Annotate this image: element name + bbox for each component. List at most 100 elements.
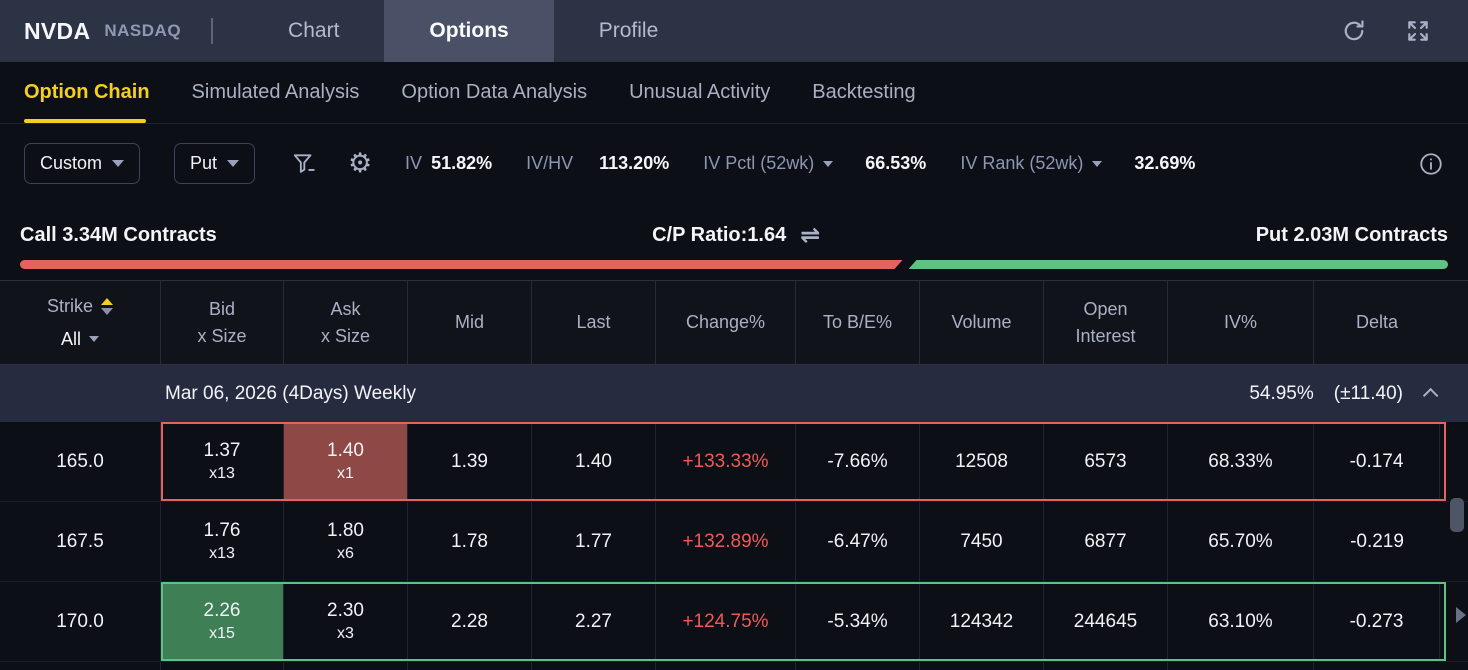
cell-strike[interactable]: 170.0 [0,582,161,661]
table-row[interactable]: 167.5 1.76 x13 1.80 x6 1.78 1.77 +132.89% -6.47%… [0,502,1468,582]
cell [656,662,796,670]
cell-to-be[interactable]: -6.47% [796,502,920,581]
column-header-change-[interactable]: Change% [656,281,796,364]
column-header-bid[interactable]: Bid x Size [161,281,284,364]
cell-mid[interactable]: 1.39 [408,422,532,501]
strike-filter-select[interactable]: All [61,326,99,352]
cell-open-interest[interactable]: 6877 [1044,502,1168,581]
cell-volume[interactable]: 124342 [920,582,1044,661]
table-row[interactable]: 170.0 2.26 x15 2.30 x3 2.28 2.27 +124.75% -5.34%… [0,582,1468,662]
info-icon[interactable] [1416,149,1446,179]
expiration-label: Mar 06, 2026 (4Days) Weekly [165,382,416,404]
strike-range-select[interactable]: Custom [24,143,141,184]
cell-ask[interactable]: 1.40 x1 [284,422,408,501]
collapse-chevron-icon[interactable] [1422,387,1439,404]
subtab-unusual-activity[interactable]: Unusual Activity [629,62,770,123]
subtab-label: Option Data Analysis [401,81,588,103]
call-contracts-label: Call 3.34M Contracts [20,223,217,246]
expiration-group-row[interactable]: Mar 06, 2026 (4Days) Weekly 54.95% (±11.… [0,365,1468,422]
cell-iv[interactable]: 68.33% [1168,422,1314,501]
cell-volume[interactable]: 12508 [920,422,1044,501]
cell [161,662,284,670]
cell-delta[interactable]: -0.273 [1314,582,1440,661]
column-header-delta[interactable]: Delta [1355,312,1399,333]
tab-options[interactable]: Options [384,0,554,62]
subtab-simulated-analysis[interactable]: Simulated Analysis [192,62,360,123]
topbar-tabs: Chart Options Profile [243,0,703,62]
cell-bid[interactable]: 1.76 x13 [161,502,284,581]
vertical-scrollbar-thumb[interactable] [1450,498,1464,532]
cell-iv[interactable]: 65.70% [1168,502,1314,581]
cell-bid[interactable]: 2.26 x15 [161,582,284,661]
cell-ask[interactable]: 2.30 x3 [284,582,408,661]
column-header-mid[interactable]: Mid [408,281,532,364]
table-row[interactable]: 165.0 1.37 x13 1.40 x1 1.39 1.40 +133.33% -7.66%… [0,422,1468,502]
column-header-open[interactable]: Open Interest [1044,281,1168,364]
cell-open-interest[interactable]: 6573 [1044,422,1168,501]
cell [796,662,920,670]
cell-to-be[interactable]: -5.34% [796,582,920,661]
call-put-ratio-section: Call 3.34M Contracts C/P Ratio:1.64 ⇌ Pu… [0,203,1468,269]
swap-icon[interactable]: ⇌ [800,221,821,249]
cell-volume[interactable]: 7450 [920,502,1044,581]
column-header-iv-[interactable]: IV% [1168,281,1314,364]
filter-icon[interactable] [289,149,319,179]
strike-filter-value: All [60,328,81,349]
cell-mid[interactable]: 2.28 [408,582,532,661]
cell-delta[interactable]: -0.174 [1314,422,1440,501]
tab-profile[interactable]: Profile [598,19,659,42]
subtab-backtesting[interactable]: Backtesting [812,62,915,123]
stat-iv: IV 51.82% [405,153,492,174]
cell-last[interactable]: 1.40 [532,422,656,501]
cell-mid[interactable]: 1.78 [408,502,532,581]
cell-ask[interactable]: 1.80 x6 [284,502,408,581]
stat-iv-hv: IV/HV 113.20% [526,153,669,174]
stat-value: 51.82% [431,153,493,173]
cell-change[interactable]: +132.89% [656,502,796,581]
call-put-ratio-bar [20,260,1448,269]
options-subtabs: Option Chain Simulated Analysis Option D… [0,62,1468,124]
ticker-symbol: NVDA [24,17,91,44]
subtab-label: Option Chain [24,81,150,103]
cell-change[interactable]: +133.33% [656,422,796,501]
cell-open-interest[interactable]: 244645 [1044,582,1168,661]
subtab-label: Unusual Activity [629,81,771,103]
cell-bid[interactable]: 1.37 x13 [161,422,284,501]
stat-value: 32.69% [1134,153,1196,173]
call-ratio-bar [20,260,903,269]
top-bar: NVDA NASDAQ Chart Options Profile [0,0,1468,62]
scroll-right-arrow-icon[interactable] [1456,607,1466,623]
cell [1168,662,1314,670]
cell-to-be[interactable]: -7.66% [796,422,920,501]
cell-change[interactable]: +124.75% [656,582,796,661]
refresh-icon[interactable] [1340,17,1368,45]
put-ratio-bar [908,260,1448,269]
active-tab-underline [24,119,146,123]
cell-strike[interactable]: 167.5 [0,502,161,581]
chevron-down-icon [1092,160,1103,167]
cell-strike[interactable]: 165.0 [0,422,161,501]
column-header-to-b-e-[interactable]: To B/E% [796,281,920,364]
cell-last[interactable]: 1.77 [532,502,656,581]
table-row[interactable] [0,662,1468,670]
expected-move: (±11.40) [1333,382,1403,404]
cell-iv[interactable]: 63.10% [1168,582,1314,661]
stat-iv-rank[interactable]: IV Rank (52wk) 32.69% [960,153,1195,174]
cell [1314,662,1440,670]
column-header-volume[interactable]: Volume [920,281,1044,364]
cell [0,662,161,670]
cell-delta[interactable]: -0.219 [1350,530,1404,552]
stat-iv-pctl[interactable]: IV Pctl (52wk) 66.53% [703,153,926,174]
gear-icon[interactable]: ⚙ [347,148,373,179]
exchange-label: NASDAQ [104,21,182,40]
column-header-last[interactable]: Last [532,281,656,364]
tab-chart[interactable]: Chart [288,19,340,42]
side-select[interactable]: Put [174,143,256,184]
fullscreen-icon[interactable] [1404,17,1432,45]
subtab-option-chain[interactable]: Option Chain [24,62,150,123]
cell-last[interactable]: 2.27 [532,582,656,661]
subtab-option-data-analysis[interactable]: Option Data Analysis [401,62,587,123]
column-header-ask[interactable]: Ask x Size [284,281,408,364]
column-header-strike[interactable]: Strike All [0,281,161,364]
stat-label: IV [405,153,423,173]
